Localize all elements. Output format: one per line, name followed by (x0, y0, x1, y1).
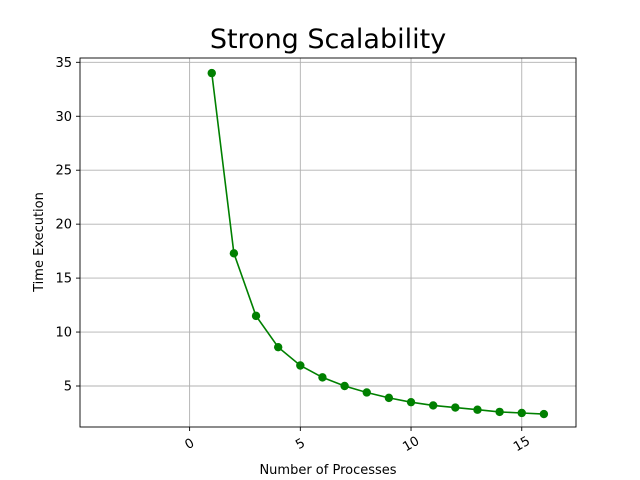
data-point (406, 397, 416, 407)
x-tick-label: 10 (400, 434, 422, 455)
data-point (251, 311, 261, 321)
data-point (296, 361, 305, 370)
x-tick-label: 15 (511, 434, 533, 455)
data-point (318, 373, 327, 382)
data-point (384, 393, 394, 403)
y-tick-label: 25 (55, 164, 72, 179)
data-point (207, 68, 216, 78)
y-tick-label: 10 (55, 326, 72, 341)
y-tick-label: 20 (55, 218, 72, 233)
data-point (495, 407, 504, 417)
y-tick-label: 15 (55, 272, 72, 287)
x-axis-label: Number of Processes (259, 463, 396, 478)
y-tick-label: 35 (55, 56, 72, 71)
chart-title: Strong Scalability (210, 24, 446, 55)
y-tick-label: 5 (64, 380, 72, 395)
y-axis-label: Time Execution (32, 192, 47, 293)
data-point (539, 409, 549, 419)
y-tick-label: 30 (55, 110, 72, 125)
data-point (473, 405, 482, 414)
data-point (340, 381, 349, 391)
series-layer (207, 68, 549, 419)
data-point (229, 249, 239, 258)
grid (80, 58, 576, 427)
data-point (428, 401, 438, 410)
data-point (362, 388, 371, 397)
series-line (211, 73, 544, 415)
plot-frame (79, 57, 577, 428)
data-point (451, 403, 460, 412)
data-point (517, 408, 526, 418)
data-point (273, 342, 283, 352)
